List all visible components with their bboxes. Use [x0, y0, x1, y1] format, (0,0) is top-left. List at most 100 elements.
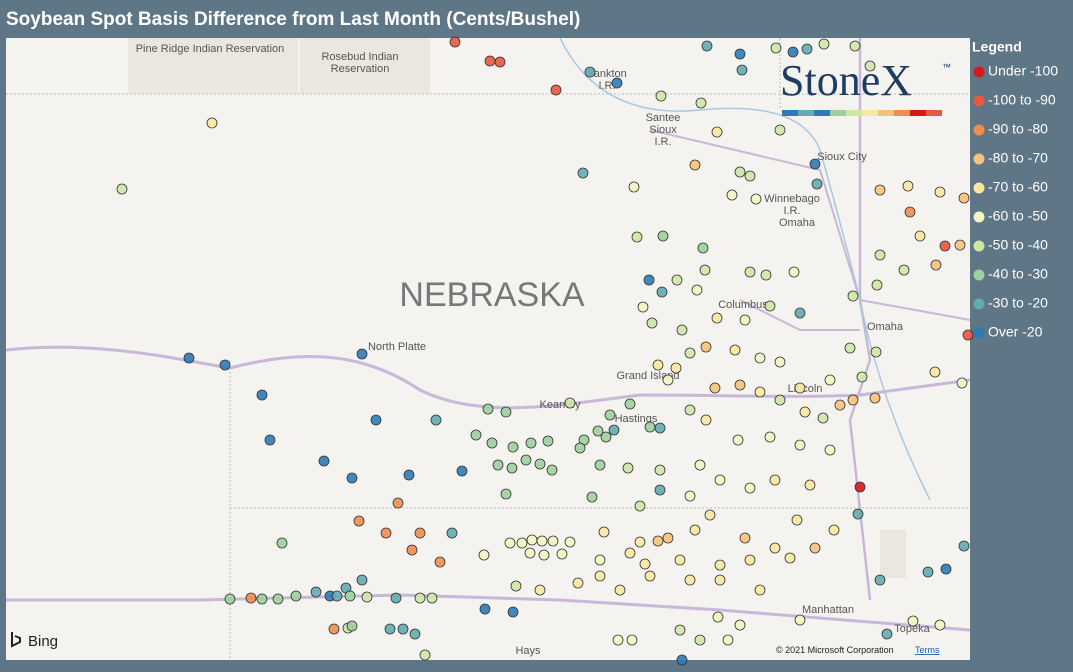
location-dot — [654, 484, 666, 496]
location-dot — [711, 126, 723, 138]
map-background — [6, 38, 970, 660]
location-dot — [739, 314, 751, 326]
location-dot — [699, 264, 711, 276]
logo: StoneX ™ — [780, 56, 951, 116]
location-dot — [657, 230, 669, 242]
logo-bar-segment — [846, 110, 862, 116]
location-dot — [754, 386, 766, 398]
location-dot — [430, 414, 442, 426]
location-dot — [874, 184, 886, 196]
map-label: Reservation — [331, 63, 390, 75]
map-label: Hays — [515, 645, 541, 657]
legend-label: -40 to -30 — [988, 266, 1048, 282]
location-dot — [414, 527, 426, 539]
location-dot — [449, 36, 461, 48]
copyright: © 2021 Microsoft Corporation — [776, 645, 894, 655]
location-dot — [624, 547, 636, 559]
location-dot — [799, 406, 811, 418]
location-dot — [500, 488, 512, 500]
location-dot — [764, 431, 776, 443]
location-dot — [654, 422, 666, 434]
map-label: Columbus — [718, 299, 768, 311]
location-dot — [456, 465, 468, 477]
location-dot — [902, 180, 914, 192]
location-dot — [774, 394, 786, 406]
location-dot — [704, 509, 716, 521]
location-dot — [403, 469, 415, 481]
location-dot — [380, 527, 392, 539]
location-dot — [874, 249, 886, 261]
logo-text: StoneX — [780, 56, 912, 105]
location-dot — [754, 352, 766, 364]
legend-swatch — [973, 66, 985, 78]
map-label: Omaha — [867, 321, 904, 333]
location-dot — [604, 409, 616, 421]
legend-label: -90 to -80 — [988, 121, 1048, 137]
location-dot — [694, 459, 706, 471]
location-dot — [939, 240, 951, 252]
location-dot — [534, 584, 546, 596]
location-dot — [794, 307, 806, 319]
location-dot — [390, 592, 402, 604]
location-dot — [684, 347, 696, 359]
location-dot — [774, 124, 786, 136]
location-dot — [655, 90, 667, 102]
state-label: NEBRASKA — [399, 276, 584, 314]
location-dot — [346, 472, 358, 484]
map-label: I.R. — [654, 136, 671, 148]
location-dot — [662, 532, 674, 544]
location-dot — [584, 66, 596, 78]
location-dot — [734, 48, 746, 60]
location-dot — [245, 592, 257, 604]
location-dot — [506, 462, 518, 474]
location-dot — [525, 437, 537, 449]
map-label: Topeka — [894, 623, 930, 635]
location-dot — [712, 611, 724, 623]
location-dot — [734, 166, 746, 178]
location-dot — [824, 374, 836, 386]
location-dot — [744, 554, 756, 566]
location-dot — [631, 231, 643, 243]
location-dot — [290, 590, 302, 602]
location-dot — [644, 570, 656, 582]
location-dot — [804, 479, 816, 491]
map-label: Omaha — [779, 217, 816, 229]
location-dot — [550, 84, 562, 96]
location-dot — [788, 266, 800, 278]
location-dot — [856, 371, 868, 383]
location-dot — [714, 559, 726, 571]
location-dot — [870, 346, 882, 358]
location-dot — [670, 362, 682, 374]
location-dot — [643, 274, 655, 286]
terms-link[interactable]: Terms — [915, 645, 940, 655]
location-dot — [224, 593, 236, 605]
logo-bar-segment — [894, 110, 910, 116]
location-dot — [671, 274, 683, 286]
location-dot — [774, 356, 786, 368]
location-dot — [470, 429, 482, 441]
location-dot — [898, 264, 910, 276]
location-dot — [684, 574, 696, 586]
logo-bar-segment — [926, 110, 942, 116]
location-dot — [689, 159, 701, 171]
location-dot — [370, 414, 382, 426]
location-dot — [510, 580, 522, 592]
location-dot — [594, 554, 606, 566]
location-dot — [598, 526, 610, 538]
logo-bar-segment — [798, 110, 814, 116]
location-dot — [809, 158, 821, 170]
location-dot — [854, 481, 866, 493]
location-dot — [556, 548, 568, 560]
location-dot — [760, 269, 772, 281]
location-dot — [608, 424, 620, 436]
legend-label: Under -100 — [988, 63, 1058, 79]
location-dot — [934, 619, 946, 631]
legend: Under -100 -100 to -90 -90 to -80 -80 to -7… — [973, 63, 1058, 340]
location-dot — [494, 56, 506, 68]
location-dot — [328, 623, 340, 635]
map-label: I.R. — [598, 80, 615, 92]
map-label: I.R. — [783, 205, 800, 217]
location-dot — [787, 46, 799, 58]
legend-label: -80 to -70 — [988, 150, 1048, 166]
